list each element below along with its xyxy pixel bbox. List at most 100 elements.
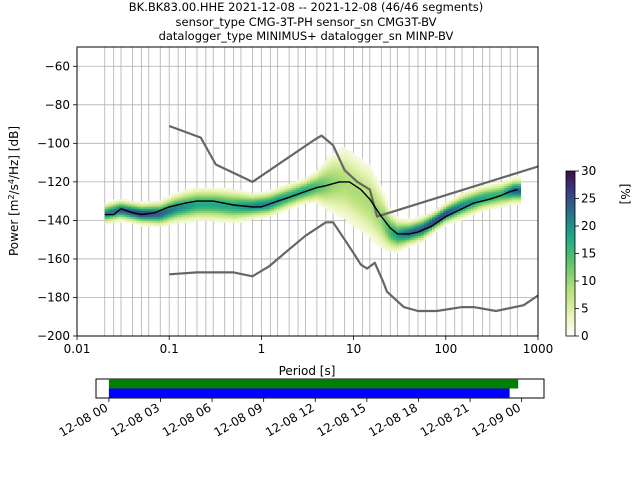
psd-heat-cell [473, 208, 477, 212]
psd-heat-cell [354, 191, 358, 194]
psd-heat-cell [393, 226, 397, 229]
psd-heat-cell [470, 206, 474, 210]
psd-heat-cell [138, 208, 142, 212]
psd-heat-cell [465, 212, 469, 215]
psd-heat-cell [329, 154, 333, 158]
psd-heat-cell [409, 228, 413, 231]
psd-heat-cell [321, 201, 325, 204]
psd-heat-cell [362, 193, 366, 196]
psd-heat-cell [368, 214, 372, 217]
psd-heat-cell [146, 220, 150, 223]
psd-heat-cell [140, 222, 144, 225]
psd-heat-cell [282, 195, 286, 198]
psd-heat-cell [212, 201, 216, 204]
psd-heat-cell [481, 206, 485, 210]
psd-heat-cell [260, 197, 264, 200]
psd-heat-cell [334, 206, 339, 210]
psd-heat-cell [296, 199, 300, 202]
psd-heat-cell [273, 195, 277, 198]
psd-heat-cell [293, 185, 297, 188]
psd-heat-cell [334, 185, 339, 188]
psd-heat-cell [132, 220, 136, 223]
psd-heat-cell [337, 164, 341, 167]
psd-heat-cell [326, 187, 330, 190]
psd-heat-cell [459, 218, 463, 221]
psd-heat-cell [448, 203, 452, 206]
psd-heat-cell [132, 216, 136, 219]
psd-heat-cell [456, 214, 461, 217]
psd-heat-cell [104, 222, 108, 225]
psd-heat-cell [174, 222, 178, 225]
psd-heat-cell [395, 237, 400, 240]
psd-heat-cell [290, 199, 294, 202]
psd-heat-cell [382, 199, 386, 202]
psd-heat-cell [298, 183, 302, 187]
psd-heat-cell [409, 220, 413, 223]
psd-heat-cell [240, 193, 244, 196]
psd-heat-cell [495, 189, 499, 192]
psd-heat-cell [340, 160, 344, 163]
psd-heat-cell [351, 179, 355, 183]
psd-heat-cell [321, 193, 325, 196]
psd-heat-cell [110, 210, 114, 213]
psd-heat-cell [232, 203, 236, 206]
psd-heat-cell [487, 197, 491, 200]
psd-heat-cell [365, 199, 369, 202]
psd-heat-cell [174, 197, 178, 200]
chart-title-line-2: sensor_type CMG-3T-PH sensor_sn CMG3T-BV [176, 15, 437, 29]
psd-heat-cell [199, 191, 203, 194]
psd-heat-cell [340, 151, 344, 154]
psd-heat-cell [390, 235, 394, 239]
psd-heat-cell [426, 235, 430, 239]
psd-heat-cell [151, 210, 155, 213]
psd-heat-cell [135, 216, 139, 219]
psd-heat-cell [113, 218, 117, 221]
psd-heat-cell [395, 235, 400, 239]
psd-heat-cell [160, 224, 164, 227]
psd-heat-cell [107, 208, 111, 212]
psd-heat-cell [357, 201, 361, 204]
psd-heat-cell [395, 218, 400, 221]
psd-heat-cell [451, 197, 455, 200]
x-tick-label: 10 [346, 342, 361, 356]
psd-heat-cell [398, 235, 402, 239]
psd-heat-cell [407, 231, 411, 235]
psd-heat-cell [512, 195, 516, 198]
psd-heat-cell [354, 224, 358, 227]
psd-heat-cell [348, 212, 352, 215]
psd-heat-cell [490, 199, 494, 202]
psd-heat-cell [271, 199, 275, 202]
psd-heat-cell [196, 189, 200, 192]
psd-heat-cell [279, 203, 283, 206]
psd-heat-cell [340, 216, 344, 219]
psd-heat-cell [126, 201, 131, 204]
psd-heat-cell [515, 195, 519, 198]
psd-heat-cell [276, 206, 280, 210]
psd-heat-cell [384, 203, 388, 206]
psd-heat-cell [498, 191, 502, 194]
psd-heat-cell [226, 210, 230, 213]
psd-heat-cell [151, 212, 155, 215]
psd-heat-cell [218, 214, 222, 217]
psd-heat-cell [323, 187, 327, 190]
psd-heat-cell [359, 203, 363, 206]
psd-heat-cell [373, 197, 377, 200]
psd-heat-cell [365, 206, 369, 210]
psd-heat-cell [318, 179, 322, 183]
psd-heat-cell [456, 201, 461, 204]
psd-heat-cell [309, 199, 314, 202]
psd-heat-cell [490, 204, 494, 208]
psd-heat-cell [212, 203, 216, 206]
psd-heat-cell [373, 199, 377, 202]
psd-heat-cell [174, 201, 178, 204]
psd-heat-cell [387, 231, 391, 235]
psd-heat-cell [221, 214, 225, 217]
psd-heat-cell [237, 208, 241, 212]
psd-heat-cell [348, 183, 352, 187]
psd-heat-cell [282, 208, 286, 212]
psd-heat-cell [348, 216, 352, 219]
psd-heat-cell [456, 216, 461, 219]
psd-heat-cell [332, 176, 336, 179]
psd-heat-cell [221, 208, 225, 212]
psd-heat-cell [362, 181, 366, 185]
